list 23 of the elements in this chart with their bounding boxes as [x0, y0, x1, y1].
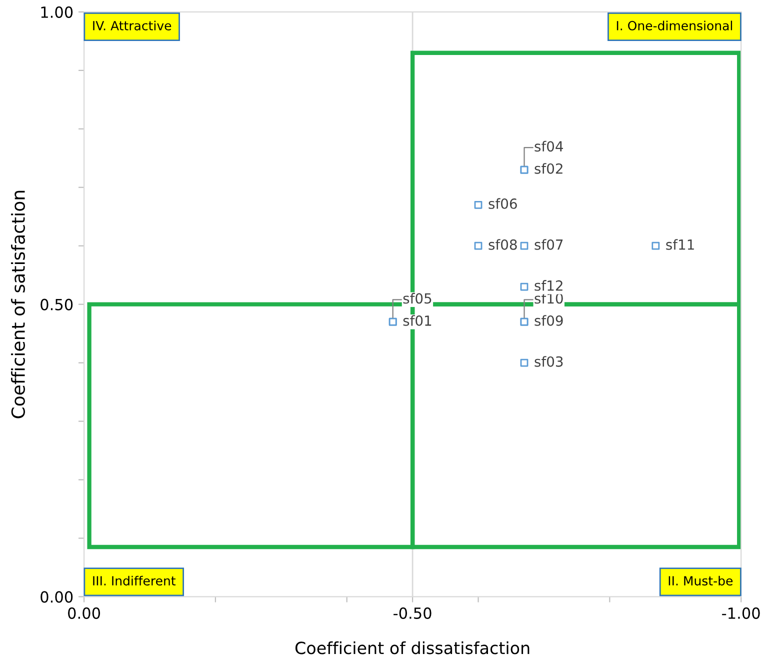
annotation: IV. Attractive — [93, 20, 172, 30]
x-axis-title: Coefficient of dissatisfaction — [295, 641, 530, 654]
x-tick-label: -1.00 — [722, 607, 760, 619]
annotation: sf07 — [534, 239, 563, 250]
annotation: sf06 — [488, 198, 517, 209]
y-tick-label: 0.00 — [40, 591, 73, 603]
x-tick-label: 0.00 — [68, 607, 100, 619]
x-tick-label: -0.50 — [394, 607, 432, 619]
annotation: sf04 — [534, 140, 563, 152]
annotation: sf11 — [666, 239, 694, 250]
y-axis-title: Coefficient of satisfaction — [11, 190, 25, 418]
y-tick-label: 0.50 — [40, 298, 73, 310]
annotation: II. Must-be — [668, 576, 733, 586]
annotation: sf05 — [403, 292, 432, 304]
annotation: III. Indifferent — [93, 576, 176, 586]
annotation: sf03 — [534, 356, 563, 367]
annotation: sf12 — [534, 280, 562, 291]
y-tick-label: 1.00 — [41, 6, 73, 18]
annotation: sf09 — [534, 315, 563, 326]
annotation: sf01 — [403, 315, 432, 326]
annotation: I. One-dimensional — [616, 20, 732, 30]
annotation: sf08 — [488, 239, 517, 250]
annotation: sf02 — [534, 163, 562, 174]
